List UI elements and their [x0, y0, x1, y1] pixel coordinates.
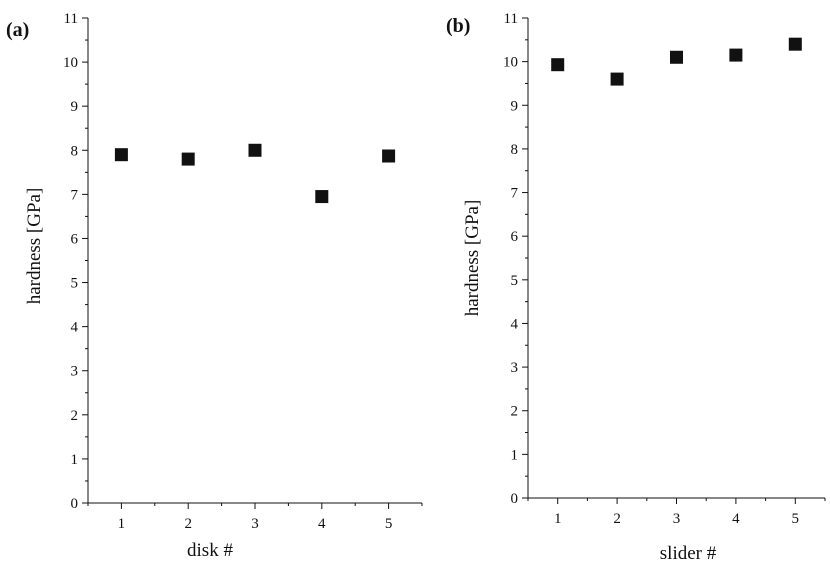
y-tick-label-a: 7: [71, 187, 79, 203]
y-tick-label-a: 8: [71, 143, 79, 159]
y-tick-label-a: 1: [71, 452, 79, 468]
y-tick-label-b: 3: [511, 360, 519, 376]
y-tick-label-a: 0: [71, 496, 79, 512]
x-tick-label-b: 2: [613, 511, 621, 527]
x-axis-title-b: slider #: [660, 543, 717, 564]
y-tick-label-a: 6: [71, 231, 79, 247]
y-axis-title-b: hardness [GPa]: [462, 200, 483, 317]
y-tick-label-a: 5: [71, 276, 79, 292]
y-tick-label-b: 4: [511, 316, 519, 332]
data-point-a-1: [114, 148, 128, 162]
data-point-b-1: [551, 58, 565, 72]
y-tick-label-b: 8: [511, 142, 519, 158]
y-tick-label-b: 10: [503, 55, 518, 71]
x-tick-label-b: 5: [792, 511, 800, 527]
y-tick-label-b: 11: [504, 11, 518, 27]
y-tick-label-a: 11: [64, 11, 78, 27]
y-tick-label-a: 2: [71, 408, 79, 424]
data-point-b-4: [729, 48, 743, 62]
x-tick-label-a: 1: [118, 516, 126, 532]
x-tick-label-a: 2: [184, 516, 192, 532]
data-point-a-3: [248, 143, 262, 157]
data-point-a-4: [315, 190, 329, 204]
y-tick-label-b: 6: [511, 229, 519, 245]
data-point-a-2: [181, 152, 195, 166]
data-point-b-3: [670, 50, 683, 64]
y-tick-label-a: 10: [63, 55, 78, 71]
y-tick-label-b: 7: [511, 186, 519, 202]
y-tick-label-b: 5: [511, 273, 519, 289]
x-tick-label-a: 4: [318, 516, 326, 532]
data-point-b-2: [610, 72, 624, 86]
x-tick-label-a: 3: [251, 516, 259, 532]
y-tick-label-b: 2: [511, 404, 519, 420]
y-tick-label-a: 4: [71, 320, 79, 336]
x-tick-label-b: 4: [732, 511, 740, 527]
data-point-a-5: [382, 149, 396, 163]
data-point-b-5: [788, 37, 802, 51]
y-tick-label-a: 9: [71, 99, 79, 115]
y-tick-label-b: 9: [511, 98, 519, 114]
x-axis-title-a: disk #: [187, 540, 233, 561]
panel-label-b: (b): [446, 15, 470, 37]
y-axis-title-a: hardness [GPa]: [24, 188, 45, 305]
y-tick-label-b: 1: [511, 447, 519, 463]
x-tick-label-b: 1: [554, 511, 562, 527]
x-tick-label-b: 3: [673, 511, 681, 527]
panel-label-a: (a): [6, 19, 29, 41]
x-tick-label-a: 5: [385, 516, 393, 532]
y-tick-label-b: 0: [511, 491, 519, 507]
y-tick-label-a: 3: [71, 364, 79, 380]
